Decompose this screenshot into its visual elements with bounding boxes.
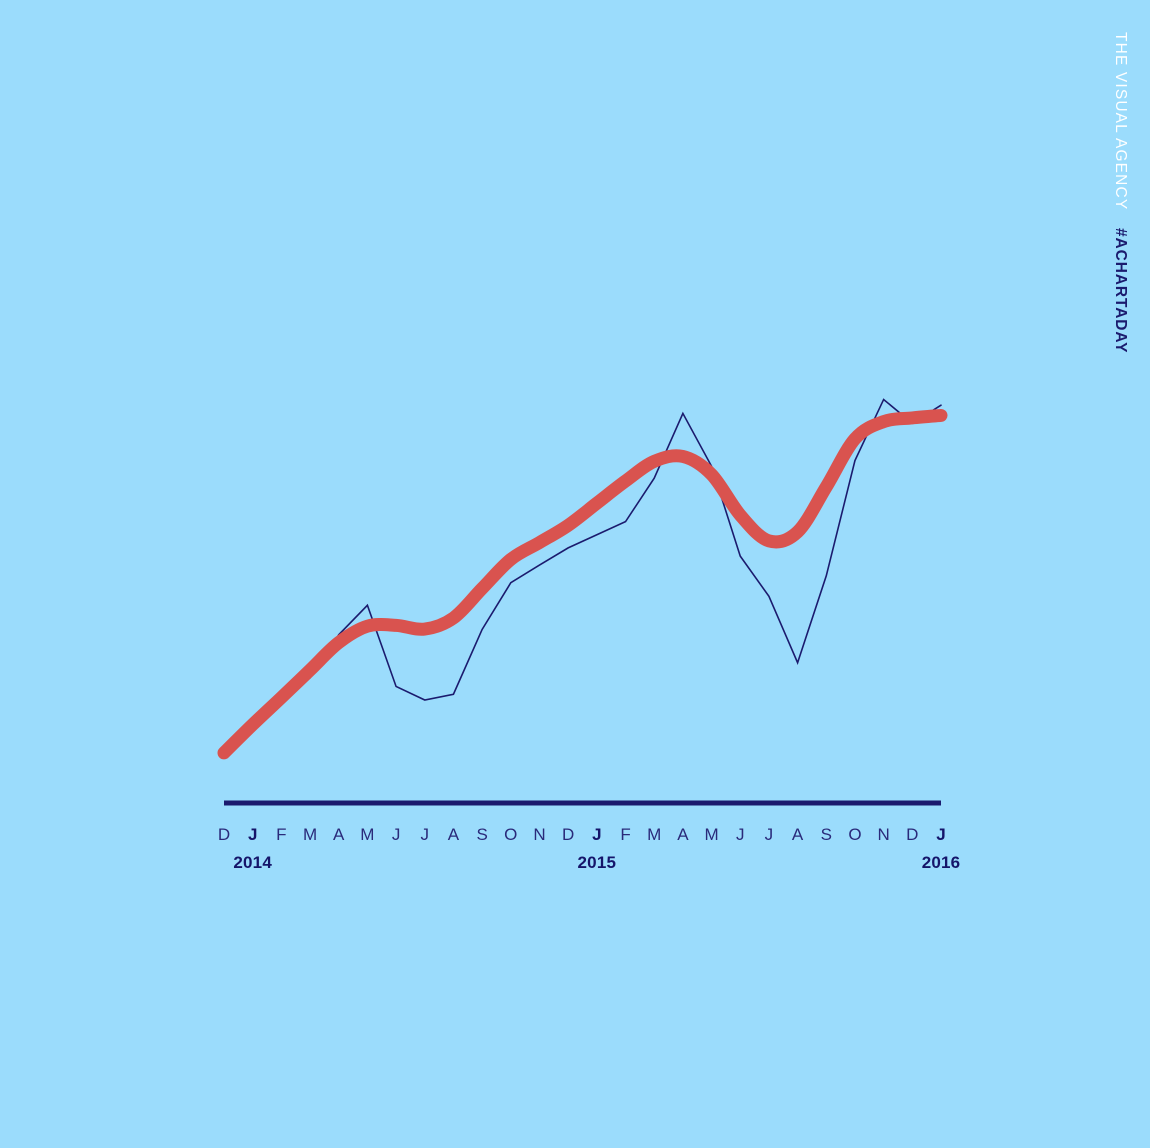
x-axis-month-label: J [592,825,602,844]
x-axis-month-label: M [704,825,719,844]
x-axis-month-label: N [877,825,890,844]
x-axis-month-label: F [276,825,287,844]
x-axis-month-label: S [820,825,832,844]
series-smoothed-trend-line [217,408,948,760]
x-axis-month-label: J [735,825,745,844]
x-axis-month-label: M [647,825,662,844]
x-axis-month-label: O [504,825,518,844]
x-axis-month-label: A [677,825,689,844]
x-axis-month-label: A [791,825,804,844]
x-axis-month-label: M [360,825,375,844]
x-axis-month-label: J [420,825,430,844]
x-axis-month-label: D [906,825,919,844]
x-axis-year-label: 2015 [577,853,617,872]
x-axis-month-label: J [391,825,401,844]
series-monthly-value-line [223,398,942,753]
x-axis-year-label: 2014 [233,853,272,872]
x-axis-month-label: M [302,825,318,844]
x-axis-month-label: J [247,825,258,844]
plot-area [217,398,948,760]
x-axis-month-label: J [764,825,774,844]
x-axis-month-label: F [620,825,631,844]
x-axis-month-label: S [476,825,488,844]
x-axis-month-label: J [936,825,946,844]
x-axis-month-label: O [848,825,862,844]
x-axis-month-label: A [447,825,460,844]
x-axis-month-label: D [562,825,575,844]
x-axis-year-label: 2016 [921,853,961,872]
x-axis-month-label: D [217,825,231,844]
x-axis-month-label: A [333,825,345,844]
x-axis-month-label: N [533,825,546,844]
